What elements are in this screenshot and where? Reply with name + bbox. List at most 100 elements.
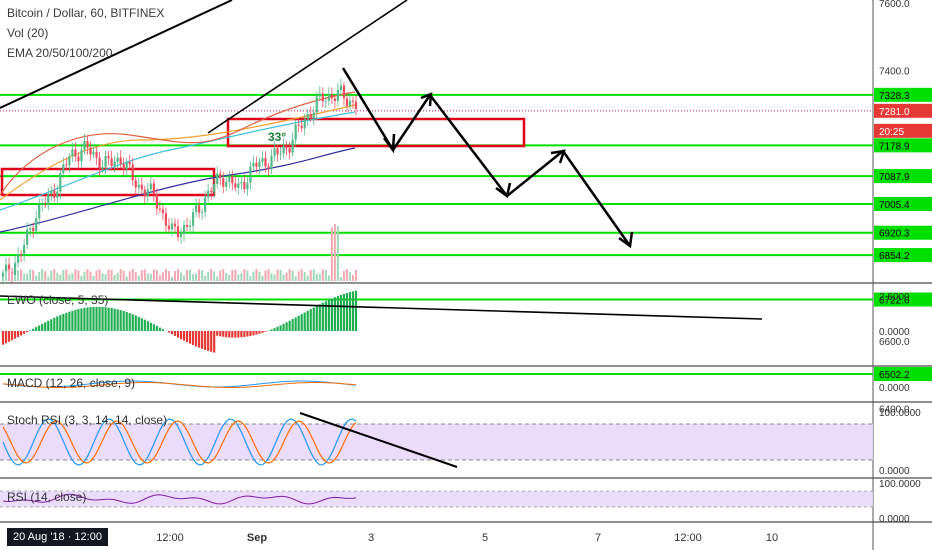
candle-body <box>38 204 41 219</box>
candle-body <box>137 184 140 188</box>
candle-body <box>201 211 204 213</box>
volume-bar <box>161 272 164 281</box>
candle-body <box>351 100 355 102</box>
candle-body <box>309 113 312 119</box>
ewo-bar <box>351 291 355 331</box>
candle-body <box>219 173 222 179</box>
stoch-trendline <box>299 412 458 468</box>
candle-body <box>273 148 276 156</box>
candle-body <box>65 164 68 166</box>
ewo-bar <box>122 311 125 331</box>
volume-bar <box>219 270 222 281</box>
indicator-title: MACD (12, 26, close, 9) <box>7 376 135 390</box>
candle-body <box>167 225 171 230</box>
volume-bar <box>8 269 11 281</box>
candle-body <box>213 183 216 193</box>
ewo-bar <box>342 293 346 331</box>
volume-bar <box>80 276 83 281</box>
stoch-d-line <box>2 420 357 464</box>
volume-bar <box>50 270 53 281</box>
volume-bar <box>59 274 62 281</box>
volume-bar <box>321 269 324 281</box>
candle-body <box>101 167 104 170</box>
ewo-bar <box>219 331 222 337</box>
price-label-bg <box>874 225 932 240</box>
candle-body <box>339 85 343 91</box>
volume-bar <box>14 275 17 281</box>
indicator-tick-label: 100.0000 <box>879 479 921 490</box>
volume-bar <box>65 269 68 281</box>
volume-bar <box>336 226 339 281</box>
candle-body <box>134 180 137 188</box>
candle-body <box>98 157 101 170</box>
volume-bar <box>83 271 86 281</box>
ewo-bar <box>152 324 155 331</box>
candle-body <box>83 140 86 150</box>
ewo-bar <box>65 312 68 331</box>
angle-annotation: 33° <box>268 130 286 144</box>
candle-body <box>333 98 336 102</box>
candle-body <box>29 228 32 230</box>
candle-body <box>294 124 297 140</box>
volume-bar <box>291 270 294 281</box>
volume-bar <box>270 273 273 281</box>
candle-body <box>303 119 306 129</box>
candle-body <box>131 164 134 181</box>
ewo-bar <box>185 331 189 343</box>
volume-bar <box>77 270 80 281</box>
volume-bar <box>20 269 23 281</box>
candle-body <box>210 190 213 193</box>
ewo-bar <box>282 323 285 331</box>
candle-body <box>128 161 131 165</box>
volume-bar <box>113 274 116 281</box>
ewo-bar <box>101 306 104 331</box>
candle-body <box>240 181 243 184</box>
volume-bar <box>355 269 357 281</box>
ema-100-line <box>0 111 356 211</box>
ewo-bar <box>128 313 131 331</box>
ewo-bar <box>29 330 32 331</box>
ewo-bar <box>95 306 98 331</box>
candle-body <box>306 113 309 120</box>
ewo-bar <box>201 331 204 349</box>
candle-body <box>246 182 249 190</box>
candle-body <box>4 264 8 273</box>
candle-body <box>216 173 219 184</box>
ewo-bar <box>56 316 59 331</box>
candle-body <box>23 244 26 255</box>
volume-bar <box>131 269 134 281</box>
volume-bar <box>149 273 152 281</box>
x-tick-label: Sep <box>247 532 267 544</box>
candle-body <box>152 183 155 195</box>
volume-bar <box>167 271 170 281</box>
indicator-title: Stoch RSI (3, 3, 14, 14, close) <box>7 413 167 427</box>
candle-body <box>264 157 267 167</box>
ewo-bar <box>336 296 339 331</box>
candle-body <box>185 224 189 227</box>
ewo-bar <box>234 331 237 338</box>
demand-zone-box <box>0 167 216 197</box>
trendline-upper <box>0 0 233 109</box>
ewo-bar <box>264 331 267 332</box>
volume-bar <box>146 273 149 281</box>
ewo-bar <box>306 310 309 331</box>
ewo-bar <box>240 331 243 338</box>
volume-bar <box>231 269 234 281</box>
ewo-bar <box>158 327 161 331</box>
volume-bar <box>312 269 315 281</box>
ewo-bar <box>80 308 83 331</box>
candle-body <box>179 234 183 238</box>
x-tick-label: 3 <box>368 532 374 544</box>
ewo-bar <box>7 331 11 342</box>
candle-body <box>140 184 143 190</box>
volume-bar <box>101 273 104 281</box>
ewo-bar <box>321 302 324 331</box>
candle-body <box>62 164 65 174</box>
price-tick-label: 6502.2 <box>879 370 910 381</box>
candle-body <box>149 183 152 190</box>
candle-body <box>330 94 333 99</box>
volume-bar <box>134 272 137 281</box>
volume-bar <box>318 273 321 281</box>
macd-signal-line <box>2 382 357 388</box>
